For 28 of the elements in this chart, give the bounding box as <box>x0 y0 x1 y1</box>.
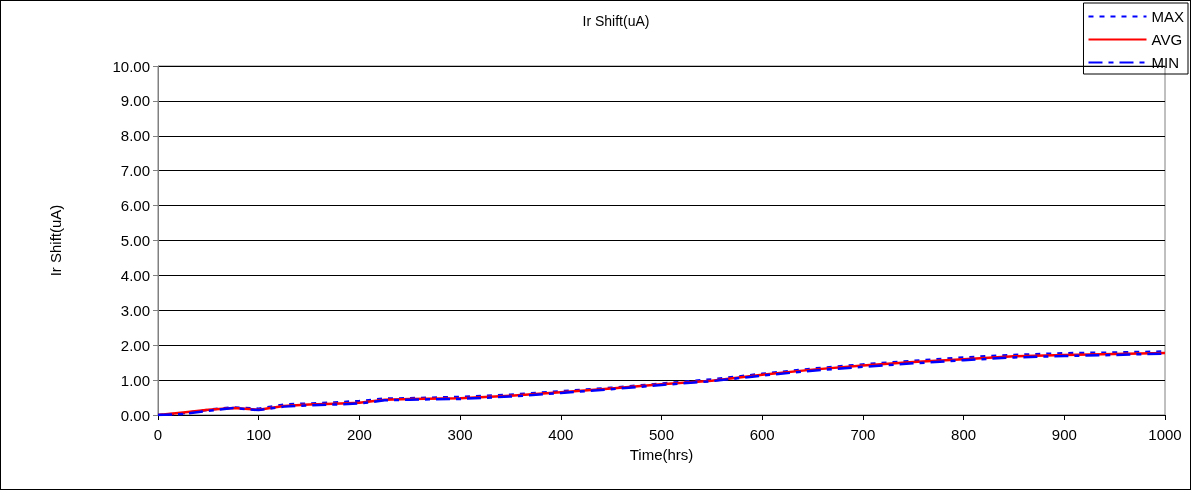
y-tick-label: 0.00 <box>120 406 150 424</box>
chart-title: Ir Shift(uA) <box>582 13 650 29</box>
x-tick-label: 300 <box>447 426 473 443</box>
x-tick-label: 500 <box>648 426 675 443</box>
x-tick-label: 700 <box>850 426 876 443</box>
x-tick-label: 0 <box>153 426 163 443</box>
x-tick-label: 800 <box>951 426 977 443</box>
x-tick-label: 200 <box>346 426 372 443</box>
y-tick-label: 4.00 <box>120 266 150 284</box>
x-tick-label: 900 <box>1051 426 1077 443</box>
y-tick-label: 1.00 <box>120 371 150 389</box>
y-tick-label: 2.00 <box>120 336 150 354</box>
x-tick-label: 1000 <box>1148 426 1182 443</box>
x-tick-label: 600 <box>749 426 775 443</box>
y-tick-label: 8.00 <box>120 127 150 145</box>
legend-label: AVG <box>1151 31 1183 48</box>
x-tick-label: 400 <box>548 426 574 443</box>
y-tick-label: 7.00 <box>120 162 150 180</box>
legend-label: MIN <box>1151 54 1179 71</box>
y-tick-label: 9.00 <box>120 92 150 110</box>
y-tick-label: 6.00 <box>120 197 150 215</box>
y-tick-label: 5.00 <box>120 232 150 249</box>
legend-label: MAX <box>1151 8 1185 25</box>
y-tick-label: 3.00 <box>120 301 150 319</box>
y-axis-title: Ir Shift(uA) <box>47 204 64 277</box>
y-tick-label: 10.00 <box>112 57 150 75</box>
x-tick-label: 100 <box>246 426 272 443</box>
x-axis-title: Time(hrs) <box>629 445 694 463</box>
